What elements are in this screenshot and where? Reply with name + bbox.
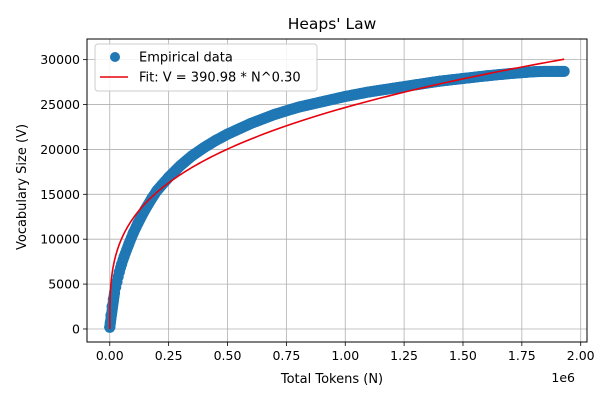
empirical-data-point xyxy=(108,287,120,299)
empirical-data-point xyxy=(292,101,304,113)
x-axis-label: Total Tokens (N) xyxy=(280,372,383,387)
chart-title: Heaps' Law xyxy=(288,15,377,33)
empirical-data-point xyxy=(539,65,551,77)
empirical-data-point xyxy=(339,90,351,102)
legend: Empirical data Fit: V = 390.98 * N^0.30 xyxy=(94,43,318,92)
legend-box xyxy=(94,43,318,92)
empirical-data-point xyxy=(174,160,186,172)
empirical-data-point xyxy=(123,239,135,251)
y-tick-label: 0 xyxy=(72,321,80,336)
empirical-data-point xyxy=(210,134,222,146)
x-tick-label: 1.25 xyxy=(390,348,418,363)
empirical-data-point xyxy=(363,86,375,98)
x-tick-label: 0.00 xyxy=(96,348,124,363)
empirical-data-point xyxy=(163,171,175,183)
empirical-data-point xyxy=(316,96,328,108)
x-tick-label: 0.50 xyxy=(214,348,242,363)
y-tick-label: 5000 xyxy=(48,277,80,292)
empirical-data-point xyxy=(558,65,570,77)
x-tick-label: 2.00 xyxy=(567,348,595,363)
empirical-data-point xyxy=(139,204,151,216)
legend-fit-label: Fit: V = 390.98 * N^0.30 xyxy=(139,71,301,86)
empirical-data-point xyxy=(481,70,493,82)
empirical-data-point xyxy=(528,66,540,78)
empirical-data-point xyxy=(516,67,528,79)
legend-empirical-label: Empirical data xyxy=(139,51,233,66)
x-tick-label: 0.25 xyxy=(155,348,183,363)
empirical-data-point xyxy=(186,150,198,162)
empirical-data-point xyxy=(504,68,516,80)
empirical-data-point xyxy=(269,108,281,120)
empirical-data-point xyxy=(233,123,245,135)
empirical-data-point xyxy=(151,185,163,197)
empirical-data-point xyxy=(386,82,398,94)
y-tick-label: 15000 xyxy=(40,187,80,202)
y-tick-label: 20000 xyxy=(40,142,80,157)
fit-line xyxy=(108,58,565,329)
x-tick-label: 1.00 xyxy=(331,348,359,363)
axes-frame xyxy=(86,38,588,343)
legend-empirical-marker xyxy=(110,52,120,62)
empirical-data-point xyxy=(132,217,144,229)
empirical-data-point xyxy=(127,227,139,239)
empirical-data-point xyxy=(118,251,130,263)
empirical-data-point xyxy=(245,117,257,129)
y-tick-label: 10000 xyxy=(40,232,80,247)
empirical-data-point xyxy=(105,310,117,322)
empirical-data-point xyxy=(222,128,234,140)
y-tick-label: 30000 xyxy=(40,52,80,67)
y-tick-label: 25000 xyxy=(40,97,80,112)
empirical-data-point xyxy=(198,142,210,154)
empirical-data-point xyxy=(410,79,422,91)
x-tick-label: 0.75 xyxy=(272,348,300,363)
x-tick-label: 1.75 xyxy=(508,348,536,363)
axis-ticks: 0.00 0.25 0.50 0.75 1.00 1.25 1.50 1.75 2.00 0 500… xyxy=(40,52,594,363)
x-tick-label: 1.50 xyxy=(449,348,477,363)
x-axis-offset-label: 1e6 xyxy=(551,370,575,385)
plot-area xyxy=(104,58,570,333)
y-axis-label: Vocabulary Size (V) xyxy=(15,124,30,250)
empirical-data-point xyxy=(111,276,123,288)
